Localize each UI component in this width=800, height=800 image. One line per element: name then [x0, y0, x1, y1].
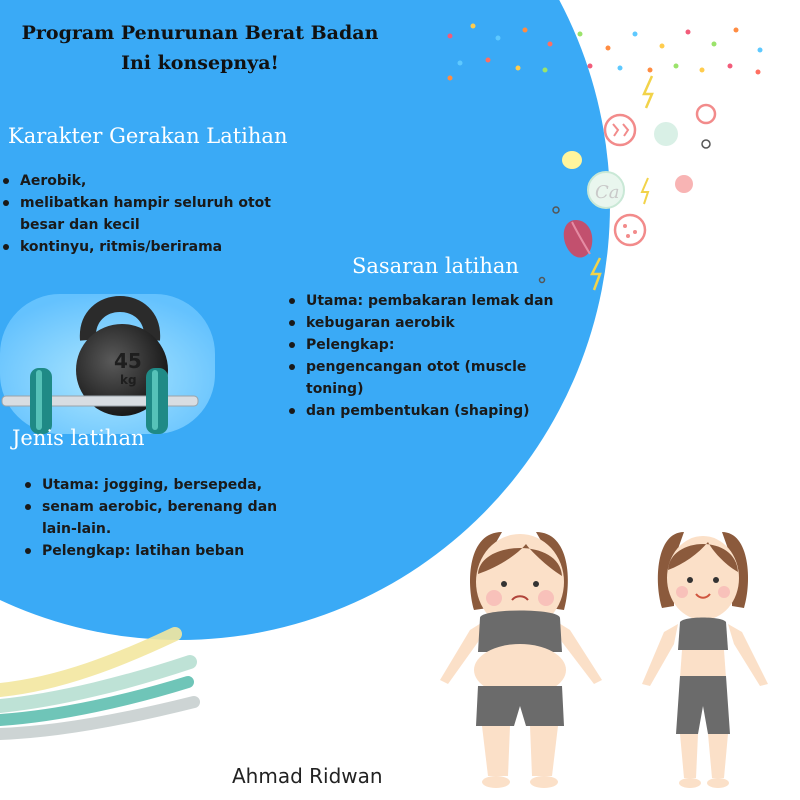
confetti-icon: Ca: [447, 23, 763, 291]
kettlebell-icon: 45 kg: [0, 294, 215, 434]
heading-sasaran: Sasaran latihan: [352, 254, 519, 278]
cookie-icon: [603, 113, 637, 147]
title-line-2: Ini konsepnya!: [121, 52, 279, 74]
list-item: Utama: jogging, bersepeda,: [22, 474, 297, 496]
author-name: Ahmad Ridwan: [232, 764, 383, 788]
list-item: Pelengkap:: [286, 334, 586, 356]
svg-text:Ca: Ca: [595, 182, 620, 203]
list-karakter: Aerobik, melibatkan hampir seluruh otot …: [0, 170, 290, 258]
list-item: Pelengkap: latihan beban: [22, 540, 297, 562]
kettlebell-unit: kg: [120, 373, 137, 387]
list-item: Aerobik,: [0, 170, 290, 192]
kettlebell-weight: 45: [114, 349, 142, 373]
woman-before-icon: [440, 532, 602, 788]
lightning-icon: [642, 75, 654, 109]
list-sasaran: Utama: pembakaran lemak dan kebugaran ae…: [286, 290, 586, 422]
list-item: dan pembentukan (shaping): [286, 400, 586, 422]
list-item: kebugaran aerobik: [286, 312, 586, 334]
list-jenis: Utama: jogging, bersepeda, senam aerobic…: [22, 474, 297, 562]
list-item: senam aerobic, berenang dan lain-lain.: [22, 496, 297, 540]
heading-jenis: Jenis latihan: [12, 426, 145, 450]
dumbbell-icon: [1, 368, 199, 434]
woman-after-icon: [642, 532, 768, 788]
apple-icon: [563, 220, 593, 258]
page-title: Program Penurunan Berat Badan Ini konsep…: [0, 18, 400, 78]
list-item: Utama: pembakaran lemak dan: [286, 290, 586, 312]
calcium-icon: [587, 171, 625, 209]
list-item: melibatkan hampir seluruh otot besar dan…: [0, 192, 290, 236]
brush-stroke-icon: [0, 627, 200, 740]
heading-karakter: Karakter Gerakan Latihan: [8, 124, 288, 148]
list-item: kontinyu, ritmis/berirama: [0, 236, 290, 258]
title-line-1: Program Penurunan Berat Badan: [21, 22, 379, 44]
list-item: pengencangan otot (muscle toning): [286, 356, 586, 400]
